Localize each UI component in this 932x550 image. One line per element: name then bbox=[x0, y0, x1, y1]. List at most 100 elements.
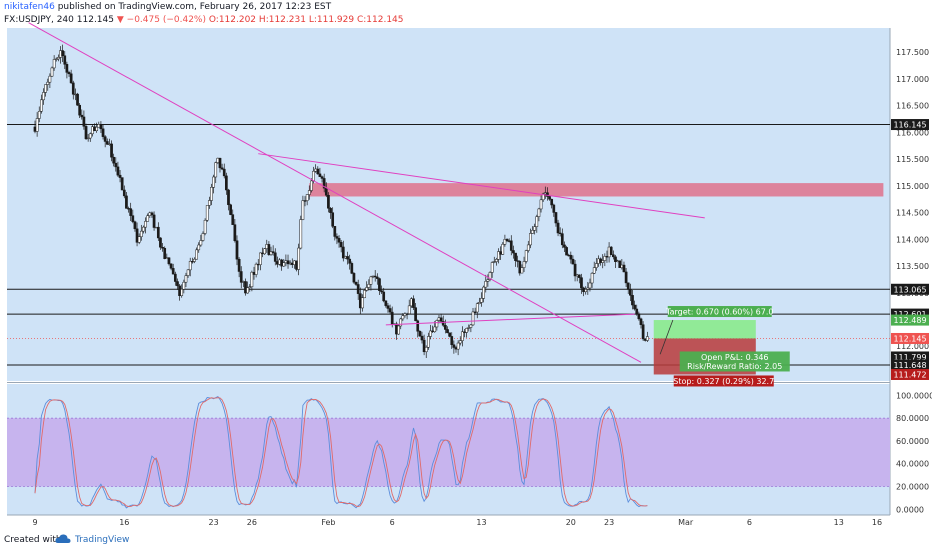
candle-body bbox=[471, 311, 475, 326]
candle-body bbox=[635, 308, 639, 315]
candle-body bbox=[91, 126, 94, 135]
candle-body bbox=[248, 286, 252, 289]
price-tick-label: 114.500 bbox=[896, 209, 929, 218]
candle-body bbox=[208, 200, 211, 206]
candle-body bbox=[454, 347, 458, 350]
candle-body bbox=[378, 278, 381, 291]
price-change: −0.475 (−0.42%) bbox=[126, 15, 206, 25]
candle-body bbox=[80, 114, 84, 118]
price-label: 111.472 bbox=[893, 370, 926, 379]
candle-body bbox=[180, 288, 184, 296]
candle-body bbox=[403, 313, 407, 316]
footer: Created with TradingView bbox=[0, 530, 932, 550]
candle-body bbox=[267, 244, 271, 255]
price-tick-label: 115.000 bbox=[896, 182, 929, 191]
candle-body bbox=[603, 256, 607, 261]
time-tick-label: Feb bbox=[321, 518, 335, 527]
candle-body bbox=[57, 57, 60, 60]
candle-body bbox=[584, 289, 588, 293]
candle-body bbox=[163, 247, 167, 259]
candle-body bbox=[371, 275, 375, 278]
candle-body bbox=[46, 81, 50, 85]
time-tick-label: 20 bbox=[566, 518, 576, 527]
risk-reward-label: Risk/Reward Ratio: 2.05 bbox=[687, 362, 782, 371]
candle-body bbox=[352, 273, 356, 283]
candle-body bbox=[520, 267, 524, 274]
candle-body bbox=[188, 261, 192, 271]
candle-body bbox=[195, 249, 198, 260]
candle-body bbox=[480, 298, 483, 303]
candle-body bbox=[127, 208, 130, 210]
candle-body bbox=[599, 258, 602, 263]
candle-body bbox=[433, 326, 437, 333]
candle-body bbox=[169, 263, 173, 269]
candle-body bbox=[222, 168, 226, 177]
candle-body bbox=[205, 205, 209, 221]
candle-body bbox=[399, 318, 403, 327]
tradingview-brand[interactable]: TradingView bbox=[75, 535, 130, 545]
candle-body bbox=[225, 175, 228, 191]
candle-body bbox=[616, 260, 619, 262]
candle-body bbox=[214, 162, 218, 178]
candle-body bbox=[427, 336, 430, 348]
candle-body bbox=[450, 336, 454, 345]
candle-body bbox=[580, 277, 583, 289]
price-tick-label: 113.500 bbox=[896, 262, 929, 271]
candle-body bbox=[165, 257, 169, 259]
candle-body bbox=[637, 313, 641, 320]
candle-body bbox=[373, 275, 377, 278]
candle-body bbox=[273, 252, 277, 262]
candle-body bbox=[329, 208, 332, 213]
candle-body bbox=[465, 328, 468, 333]
candle-body bbox=[193, 258, 196, 262]
price-tick-label: 116.500 bbox=[896, 102, 929, 111]
candle-body bbox=[125, 195, 128, 209]
stoch-tick-label: 0.0000 bbox=[896, 505, 924, 514]
publish-line: nikitafen46 published on TradingView.com… bbox=[4, 2, 331, 12]
high-value: H:112.231 bbox=[258, 15, 306, 25]
time-tick-label: 16 bbox=[872, 518, 882, 527]
candle-body bbox=[522, 261, 526, 268]
candle-body bbox=[71, 82, 75, 95]
candle-body bbox=[269, 251, 273, 255]
candle-body bbox=[301, 200, 305, 220]
stoch-k-line bbox=[34, 396, 648, 509]
candle-body bbox=[486, 279, 490, 282]
candle-body bbox=[250, 271, 254, 288]
candle-body bbox=[110, 143, 113, 158]
candle-body bbox=[101, 128, 105, 137]
candle-body bbox=[237, 258, 241, 272]
candle-body bbox=[235, 240, 239, 260]
candle-body bbox=[639, 318, 643, 325]
candle-body bbox=[133, 221, 137, 230]
candle-body bbox=[103, 136, 107, 142]
price-chart[interactable]: 117.500 117.000 116.500 116.000 115.500 115.0… bbox=[0, 0, 932, 530]
candle-body bbox=[594, 263, 598, 268]
candle-body bbox=[507, 240, 511, 242]
candle-body bbox=[469, 324, 473, 328]
candle-body bbox=[74, 93, 77, 96]
target-label-bg bbox=[667, 306, 772, 318]
candle-body bbox=[40, 99, 43, 112]
candle-body bbox=[116, 166, 120, 176]
candle-body bbox=[156, 226, 160, 239]
author-link[interactable]: nikitafen46 bbox=[4, 2, 55, 12]
candle-body bbox=[418, 330, 422, 337]
candle-body bbox=[252, 271, 256, 275]
candle-body bbox=[88, 133, 92, 139]
candle-body bbox=[590, 272, 594, 284]
price-tick-label: 115.500 bbox=[896, 155, 929, 164]
symbol-label: FX:USDJPY, 240 bbox=[4, 15, 74, 25]
candle-body bbox=[407, 305, 411, 315]
candle-body bbox=[231, 214, 235, 225]
candle-body bbox=[52, 59, 56, 69]
candle-body bbox=[548, 196, 551, 200]
candle-body bbox=[299, 219, 303, 249]
stoch-tick-label: 100.0000 bbox=[896, 391, 932, 400]
price-label: 116.145 bbox=[893, 121, 926, 130]
candle-body bbox=[65, 64, 69, 73]
candle-body bbox=[227, 189, 230, 206]
candle-body bbox=[646, 336, 649, 341]
candle-body bbox=[577, 274, 581, 278]
